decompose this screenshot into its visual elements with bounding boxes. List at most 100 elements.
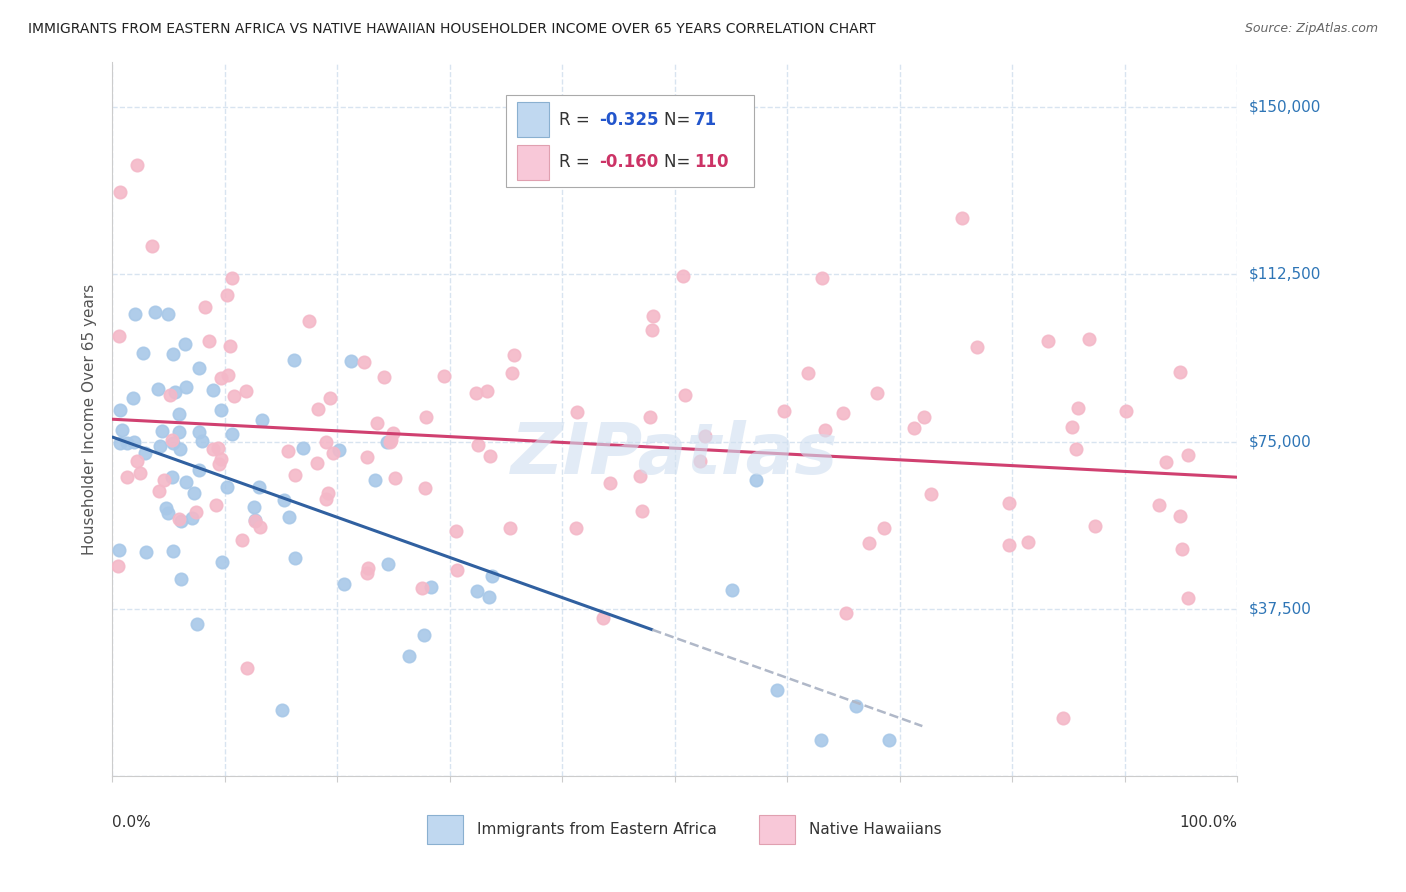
Point — [377, 558, 399, 572]
Point — [599, 475, 621, 490]
Point — [124, 307, 146, 321]
Point — [998, 538, 1021, 552]
Point — [217, 480, 239, 494]
Text: N=: N= — [664, 153, 695, 171]
Point — [858, 536, 880, 550]
Point — [292, 442, 315, 456]
Point — [198, 334, 221, 348]
Point — [810, 733, 832, 747]
Point — [162, 544, 184, 558]
Point — [127, 453, 149, 467]
Point — [412, 628, 434, 642]
Point — [180, 511, 202, 525]
Point — [284, 467, 307, 482]
Point — [152, 424, 174, 438]
Point — [215, 288, 238, 302]
Point — [1168, 365, 1191, 379]
Point — [108, 543, 131, 558]
Point — [356, 560, 378, 574]
Point — [162, 470, 184, 484]
Point — [159, 387, 181, 401]
Point — [186, 617, 208, 632]
Point — [188, 425, 211, 440]
Point — [319, 391, 342, 405]
Point — [1036, 334, 1059, 348]
Text: $37,500: $37,500 — [1249, 601, 1312, 616]
Point — [165, 385, 187, 400]
Point — [162, 436, 184, 450]
Point — [641, 323, 664, 337]
Point — [673, 388, 696, 402]
Point — [721, 582, 744, 597]
Point — [209, 451, 232, 466]
Point — [481, 568, 503, 582]
Text: R =: R = — [560, 111, 595, 128]
Point — [565, 405, 588, 419]
Text: Native Hawaiians: Native Hawaiians — [808, 822, 942, 837]
Point — [353, 354, 375, 368]
Point — [444, 524, 467, 538]
Point — [465, 583, 488, 598]
Point — [108, 329, 131, 343]
Point — [108, 436, 131, 450]
Point — [772, 404, 794, 418]
Point — [205, 498, 228, 512]
Text: $112,500: $112,500 — [1249, 267, 1320, 282]
Point — [252, 413, 274, 427]
Point — [121, 392, 143, 406]
Point — [920, 487, 942, 501]
Point — [912, 409, 935, 424]
Text: $150,000: $150,000 — [1249, 100, 1320, 114]
Point — [380, 433, 402, 447]
Point — [499, 520, 522, 534]
FancyBboxPatch shape — [517, 145, 548, 180]
Point — [141, 238, 163, 252]
Point — [208, 457, 231, 471]
Point — [1147, 498, 1170, 512]
Point — [207, 441, 229, 455]
Point — [243, 500, 266, 514]
Point — [366, 417, 388, 431]
Point — [628, 469, 651, 483]
Point — [467, 438, 489, 452]
Point — [1017, 535, 1039, 549]
Point — [135, 545, 157, 559]
Point — [1171, 541, 1194, 556]
FancyBboxPatch shape — [759, 815, 796, 844]
Point — [382, 425, 405, 440]
Point — [1154, 455, 1177, 469]
Point — [283, 551, 305, 566]
Point — [132, 345, 155, 359]
Point — [565, 521, 588, 535]
Point — [811, 271, 834, 285]
Point — [1064, 442, 1087, 456]
Point — [479, 450, 502, 464]
Text: -0.160: -0.160 — [599, 153, 659, 171]
Point — [191, 434, 214, 449]
Point — [831, 406, 853, 420]
Point — [1170, 508, 1192, 523]
Point — [464, 385, 486, 400]
Point — [879, 733, 901, 747]
Point — [375, 435, 398, 450]
Point — [149, 439, 172, 453]
Point — [873, 521, 896, 535]
Point — [183, 485, 205, 500]
Point — [202, 383, 225, 397]
Point — [188, 361, 211, 376]
FancyBboxPatch shape — [517, 102, 548, 137]
Point — [115, 470, 138, 484]
Point — [277, 444, 299, 458]
Point — [162, 347, 184, 361]
Point — [186, 505, 208, 519]
Point — [477, 384, 499, 398]
Text: IMMIGRANTS FROM EASTERN AFRICA VS NATIVE HAWAIIAN HOUSEHOLDER INCOME OVER 65 YEA: IMMIGRANTS FROM EASTERN AFRICA VS NATIVE… — [28, 22, 876, 37]
Text: 71: 71 — [695, 111, 717, 128]
Text: 110: 110 — [695, 153, 728, 171]
Point — [797, 366, 820, 380]
Point — [966, 340, 988, 354]
Point — [411, 581, 433, 595]
Point — [211, 554, 233, 568]
Point — [384, 471, 406, 485]
Point — [271, 703, 294, 717]
